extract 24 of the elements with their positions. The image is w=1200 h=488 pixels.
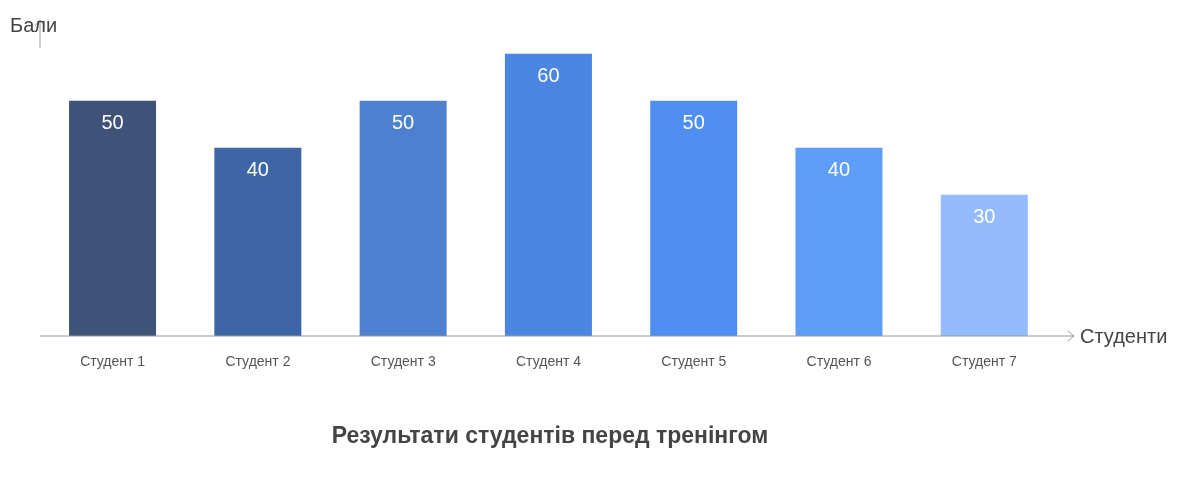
data-label: 50 bbox=[682, 110, 705, 133]
bar bbox=[940, 194, 1028, 336]
bar bbox=[69, 100, 157, 336]
text: Результати студентів перед тренінгом bbox=[330, 421, 770, 450]
x-tick-label: Студент 7 bbox=[951, 352, 1018, 369]
data-label: 30 bbox=[973, 205, 996, 228]
x-tick-label: Студент 2 bbox=[225, 352, 291, 369]
bar bbox=[504, 53, 592, 336]
bar bbox=[650, 100, 738, 336]
data-label: 40 bbox=[827, 157, 851, 180]
data-label: 50 bbox=[101, 110, 124, 133]
data-label: 40 bbox=[246, 157, 269, 180]
data-label: 60 bbox=[537, 63, 560, 86]
bar bbox=[795, 147, 883, 336]
x-tick-label: Студент 4 bbox=[516, 352, 582, 369]
x-tick-label: Студент 3 bbox=[370, 352, 436, 369]
bar bbox=[359, 100, 447, 336]
y-axis-title: Бали bbox=[10, 14, 58, 36]
x-axis-title: Студенти bbox=[1080, 325, 1168, 347]
bar bbox=[214, 147, 302, 336]
x-tick-label: Студент 5 bbox=[661, 352, 727, 369]
x-tick-label: Студент 6 bbox=[806, 352, 872, 369]
data-label: 50 bbox=[392, 110, 415, 133]
x-tick-label: Студент 1 bbox=[80, 352, 146, 369]
